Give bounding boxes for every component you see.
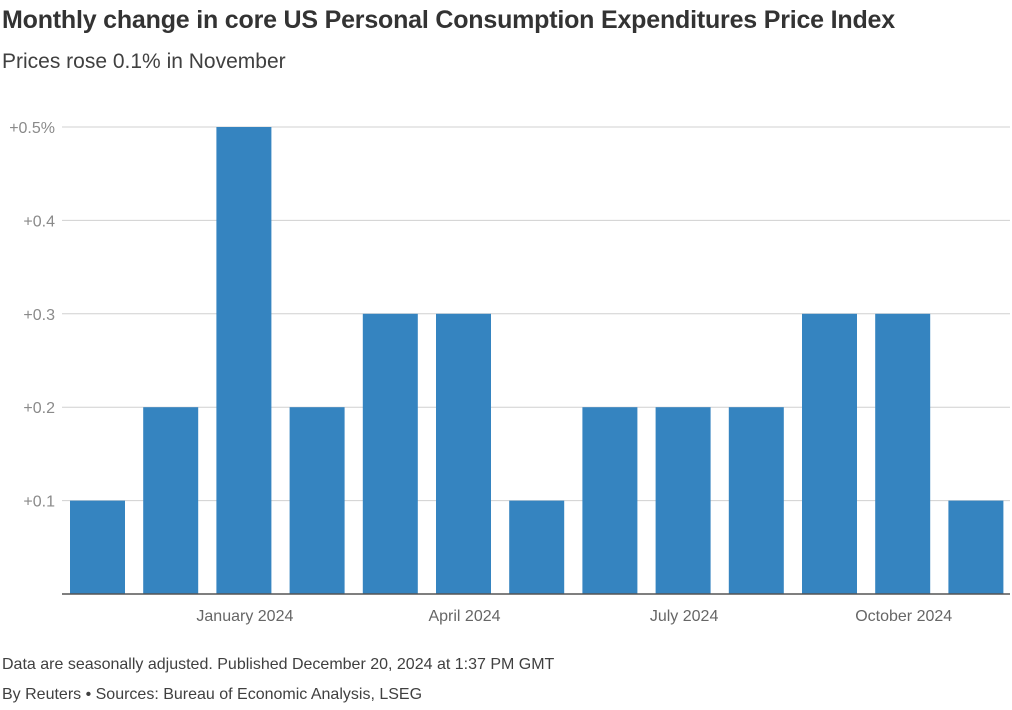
bar-aug-2024 (728, 407, 784, 594)
y-tick-label: +0.2 (23, 400, 55, 417)
source-credit: By Reuters • Sources: Bureau of Economic… (2, 686, 423, 703)
bar-jan-2024 (216, 127, 272, 594)
bar-sep-2024 (802, 313, 857, 594)
y-tick-label: +0.1 (23, 494, 55, 511)
bar-feb-2024 (289, 407, 345, 594)
bar-nov-2024 (948, 500, 1004, 594)
gridlines (62, 126, 1010, 502)
bar-jul-2024 (655, 407, 711, 594)
bar-dec-2023 (143, 407, 199, 594)
footnote: Data are seasonally adjusted. Published … (2, 656, 555, 673)
chart-title: Monthly change in core US Personal Consu… (2, 6, 895, 34)
bar-oct-2024 (875, 313, 931, 594)
bar-may-2024 (509, 500, 565, 594)
x-tick-label: April 2024 (428, 608, 500, 625)
bar-mar-2024 (362, 313, 418, 594)
bar-jun-2024 (582, 407, 638, 594)
chart-subtitle: Prices rose 0.1% in November (2, 50, 286, 73)
x-tick-label: October 2024 (855, 608, 952, 625)
y-tick-label: +0.3 (23, 307, 55, 324)
bars (70, 127, 1004, 594)
y-tick-label: +0.4 (23, 213, 55, 230)
bar-chart: +0.5% +0.4 +0.3 +0.2 +0.1 January 2024 April 2… (9, 120, 1010, 625)
tick-labels: +0.5% +0.4 +0.3 +0.2 +0.1 January 2024 April 2… (9, 120, 952, 625)
y-tick-label: +0.5% (9, 120, 55, 137)
x-tick-label: January 2024 (196, 608, 293, 625)
bar-nov-2023 (70, 500, 125, 594)
x-tick-label: July 2024 (650, 608, 719, 625)
bar-apr-2024 (436, 313, 491, 594)
